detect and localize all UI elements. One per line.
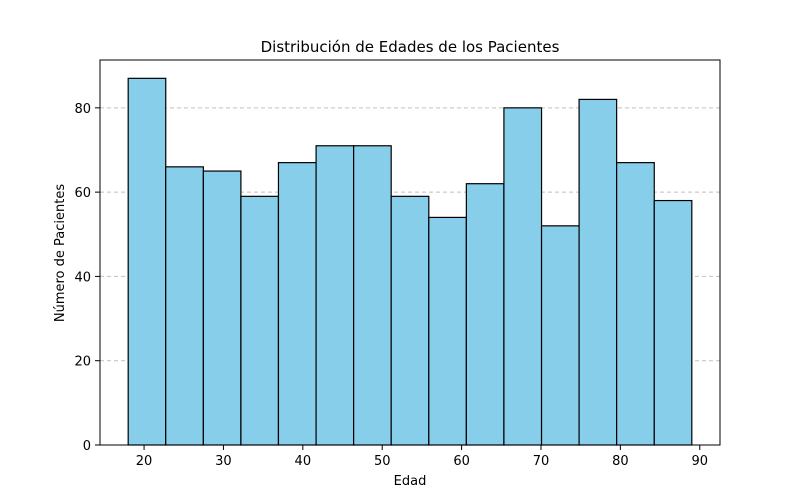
x-tick-label: 50 <box>374 454 391 469</box>
histogram-bar <box>428 216 467 446</box>
y-axis-label: Número de Pacientes <box>53 184 68 322</box>
x-tick-label: 90 <box>691 454 708 469</box>
chart-title: Distribución de Edades de los Pacientes <box>261 38 560 56</box>
x-tick-label: 80 <box>612 454 629 469</box>
x-tick-label: 60 <box>453 454 470 469</box>
histogram-bar <box>578 98 618 446</box>
histogram-bar <box>653 199 693 446</box>
bars <box>127 77 693 446</box>
x-tick-label: 20 <box>136 454 153 469</box>
histogram-bar <box>353 145 392 446</box>
histogram-bar <box>240 195 280 446</box>
histogram-bar <box>390 195 430 446</box>
y-tick-label: 80 <box>74 102 91 117</box>
y-tick-label: 60 <box>74 186 91 201</box>
histogram-bar <box>277 162 317 446</box>
y-axis-ticks: 0 20 40 60 80 <box>74 102 100 454</box>
histogram-bar <box>315 145 355 446</box>
x-axis-ticks: 20 30 40 50 60 70 80 90 <box>136 445 708 469</box>
histogram-bar <box>127 77 167 446</box>
plot-frame <box>99 59 721 446</box>
y-tick-label: 20 <box>74 355 91 370</box>
histogram-bar <box>616 162 655 446</box>
histogram-bar <box>540 225 580 446</box>
histogram-bar <box>165 166 204 446</box>
x-tick-label: 30 <box>215 454 232 469</box>
histogram-bar <box>503 107 543 446</box>
y-tick-label: 40 <box>74 270 91 285</box>
histogram-bar <box>465 183 505 446</box>
x-axis-label: Edad <box>394 474 427 489</box>
histogram-bar <box>202 170 242 446</box>
x-tick-label: 40 <box>295 454 312 469</box>
x-tick-label: 70 <box>533 454 550 469</box>
y-tick-label: 0 <box>83 439 91 454</box>
